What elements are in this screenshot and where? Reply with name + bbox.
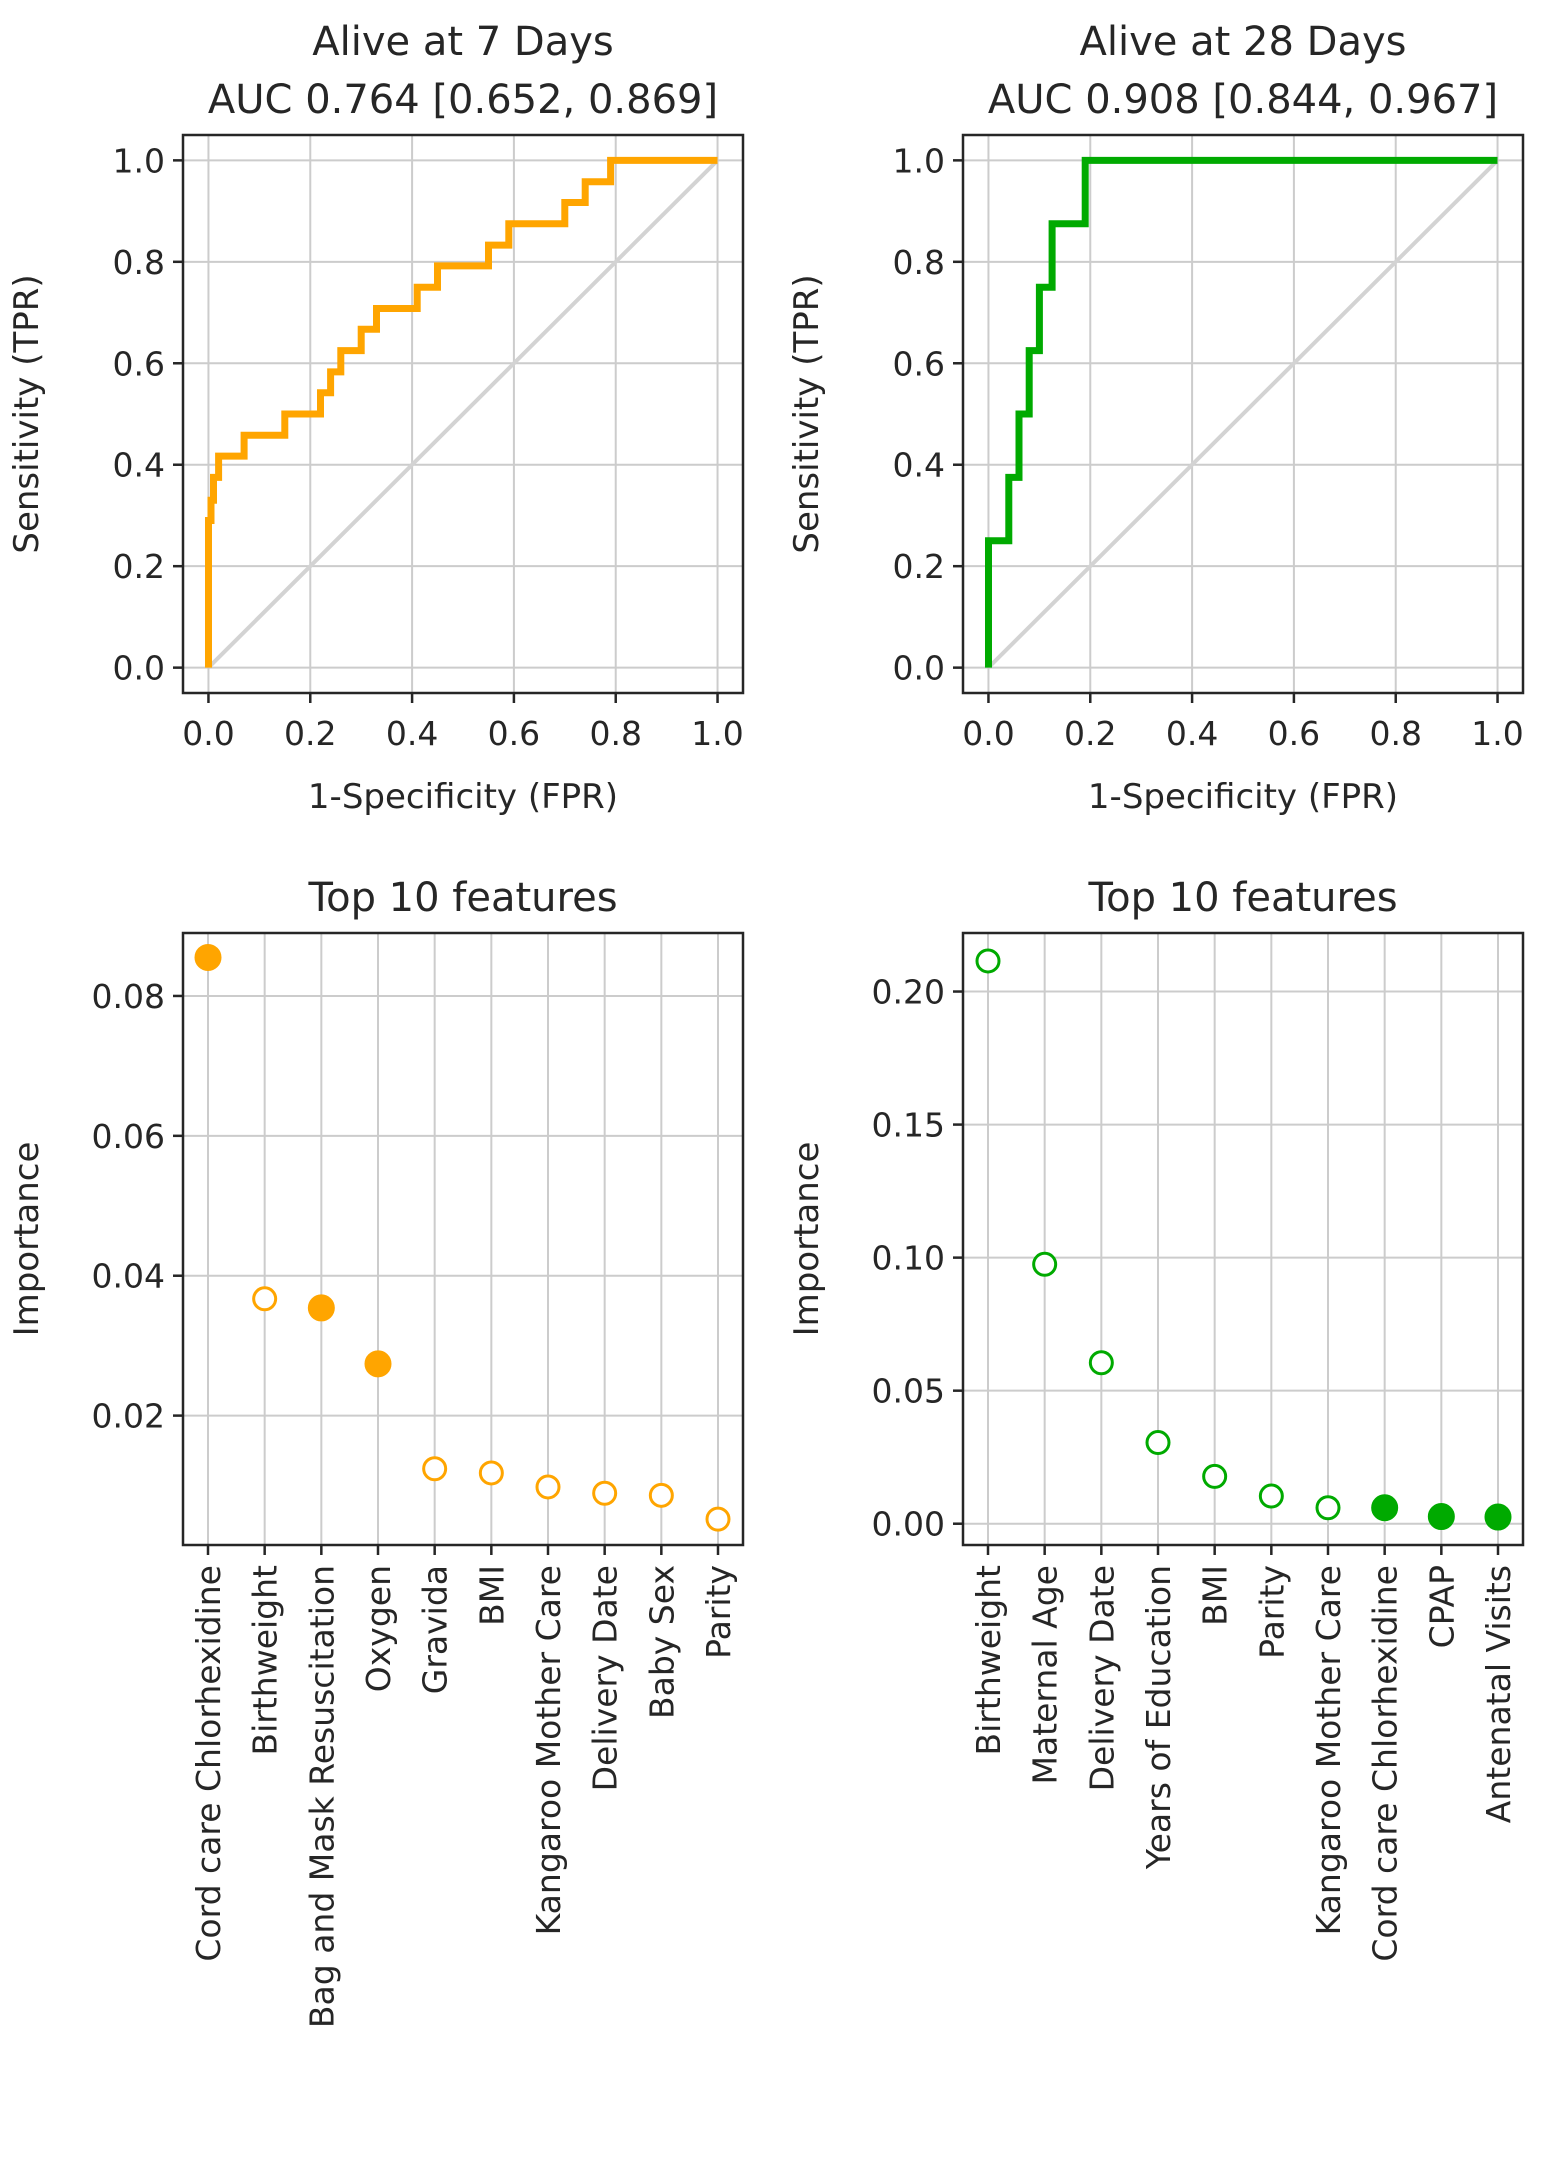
x-tick-label: Birthweight bbox=[246, 1565, 285, 1756]
chart-title: Top 10 features bbox=[307, 875, 617, 921]
y-tick-label: 0.15 bbox=[872, 1106, 945, 1145]
y-tick-label: 0.08 bbox=[92, 977, 165, 1016]
y-tick-label: 0.4 bbox=[893, 446, 945, 485]
y-tick-label: 0.6 bbox=[893, 344, 945, 383]
data-point-open bbox=[1258, 1483, 1284, 1509]
data-point-filled bbox=[364, 1350, 392, 1378]
x-tick-label: BMI bbox=[1196, 1565, 1235, 1626]
data-point-open bbox=[535, 1474, 561, 1500]
plot-frame bbox=[961, 133, 1525, 695]
chart-panel-3: Top 10 features Cord care Chlorhexidine Bi… bbox=[7, 875, 745, 2028]
data-point-open bbox=[705, 1506, 731, 1532]
data-point-filled bbox=[1371, 1494, 1399, 1522]
x-tick-label: Kangaroo Mother Care bbox=[1309, 1565, 1348, 1935]
y-tick-label: 1.0 bbox=[893, 141, 945, 180]
chart-title: Alive at 28 Days bbox=[1080, 19, 1407, 65]
plot-frame bbox=[181, 133, 745, 695]
x-tick-label: Oxygen bbox=[359, 1565, 398, 1692]
y-tick-label: 0.02 bbox=[92, 1397, 165, 1436]
data-point-filled bbox=[1484, 1503, 1512, 1531]
data-point-filled bbox=[307, 1294, 335, 1322]
chart-panel-2: Alive at 28 Days AUC 0.908 [0.844, 0.967]… bbox=[787, 19, 1525, 817]
y-tick-label: 0.6 bbox=[113, 344, 165, 383]
chart-panel-1: Alive at 7 Days AUC 0.764 [0.652, 0.869] 0… bbox=[7, 19, 745, 817]
x-tick-label: Kangaroo Mother Care bbox=[529, 1565, 568, 1935]
chart-title: Alive at 7 Days bbox=[312, 19, 613, 65]
y-tick-label: 0.06 bbox=[92, 1117, 165, 1156]
y-tick-label: 0.2 bbox=[893, 547, 945, 586]
data-point-open bbox=[1088, 1350, 1114, 1376]
data-point-open bbox=[252, 1286, 278, 1312]
roc-curve-line bbox=[205, 156, 718, 668]
x-tick-label: Years of Education bbox=[1139, 1565, 1178, 1870]
x-tick-label: Gravida bbox=[416, 1565, 455, 1694]
y-tick-label: 0.04 bbox=[92, 1257, 165, 1296]
chart-panel-4: Top 10 features Birthweight Maternal Age De… bbox=[787, 875, 1525, 1962]
roc-curve-line bbox=[985, 156, 1498, 668]
chart-title: Top 10 features bbox=[1087, 875, 1397, 921]
chance-diagonal-line bbox=[207, 158, 719, 670]
x-tick-label: Parity bbox=[1252, 1565, 1291, 1659]
data-point-open bbox=[648, 1482, 674, 1508]
y-axis-label: Sensitivity (TPR) bbox=[787, 274, 827, 553]
x-tick-label: 0.2 bbox=[284, 714, 336, 753]
y-tick-label: 0.05 bbox=[872, 1372, 945, 1411]
y-tick-label: 0.0 bbox=[113, 649, 165, 688]
x-tick-label: Baby Sex bbox=[642, 1565, 681, 1719]
chart-title: AUC 0.908 [0.844, 0.967] bbox=[988, 77, 1498, 123]
data-point-open bbox=[422, 1456, 448, 1482]
chance-diagonal-line bbox=[987, 158, 1499, 670]
data-point-open bbox=[1315, 1495, 1341, 1521]
y-tick-label: 0.20 bbox=[872, 973, 945, 1012]
x-axis-label: 1-Specificity (FPR) bbox=[308, 777, 618, 817]
x-tick-label: CPAP bbox=[1422, 1565, 1461, 1648]
x-tick-label: 0.6 bbox=[488, 714, 540, 753]
y-tick-label: 0.2 bbox=[113, 547, 165, 586]
x-tick-label: Delivery Date bbox=[1082, 1565, 1121, 1791]
x-tick-label: Parity bbox=[699, 1565, 738, 1659]
data-point-open bbox=[592, 1480, 618, 1506]
x-tick-label: 0.4 bbox=[1166, 714, 1218, 753]
x-tick-label: 0.2 bbox=[1064, 714, 1116, 753]
x-tick-label: Delivery Date bbox=[586, 1565, 625, 1791]
y-tick-label: 0.8 bbox=[893, 243, 945, 282]
y-axis-label: Importance bbox=[7, 1142, 47, 1337]
x-tick-label: BMI bbox=[472, 1565, 511, 1626]
x-tick-label: Maternal Age bbox=[1026, 1565, 1065, 1785]
plot-frame bbox=[961, 931, 1525, 1547]
x-tick-label: 0.8 bbox=[589, 714, 641, 753]
x-tick-label: 0.6 bbox=[1268, 714, 1320, 753]
plot-frame bbox=[181, 931, 745, 1547]
data-point-filled bbox=[194, 943, 222, 971]
chart-title: AUC 0.764 [0.652, 0.869] bbox=[208, 77, 718, 123]
data-point-open bbox=[478, 1460, 504, 1486]
data-point-open bbox=[1202, 1463, 1228, 1489]
data-point-filled bbox=[1427, 1503, 1455, 1531]
y-tick-label: 1.0 bbox=[113, 141, 165, 180]
y-tick-label: 0.4 bbox=[113, 446, 165, 485]
y-axis-label: Importance bbox=[787, 1142, 827, 1337]
y-tick-label: 0.10 bbox=[872, 1239, 945, 1278]
y-tick-label: 0.8 bbox=[113, 243, 165, 282]
x-axis-label: 1-Specificity (FPR) bbox=[1088, 777, 1398, 817]
data-point-open bbox=[1032, 1251, 1058, 1277]
x-tick-label: Birthweight bbox=[969, 1565, 1008, 1756]
data-point-open bbox=[1145, 1430, 1171, 1456]
x-tick-label: 0.8 bbox=[1369, 714, 1421, 753]
x-tick-label: Antenatal Visits bbox=[1479, 1565, 1518, 1823]
y-tick-label: 0.0 bbox=[893, 649, 945, 688]
x-tick-label: 0.4 bbox=[386, 714, 438, 753]
data-point-open bbox=[975, 948, 1001, 974]
x-tick-label: 1.0 bbox=[691, 714, 743, 753]
y-tick-label: 0.00 bbox=[872, 1505, 945, 1544]
x-tick-label: 0.0 bbox=[182, 714, 234, 753]
x-tick-label: 1.0 bbox=[1471, 714, 1523, 753]
x-tick-label: 0.0 bbox=[962, 714, 1014, 753]
x-tick-label: Cord care Chlorhexidine bbox=[189, 1565, 228, 1962]
x-tick-label: Cord care Chlorhexidine bbox=[1366, 1565, 1405, 1962]
x-tick-label: Bag and Mask Resuscitation bbox=[302, 1565, 341, 2028]
y-axis-label: Sensitivity (TPR) bbox=[7, 274, 47, 553]
